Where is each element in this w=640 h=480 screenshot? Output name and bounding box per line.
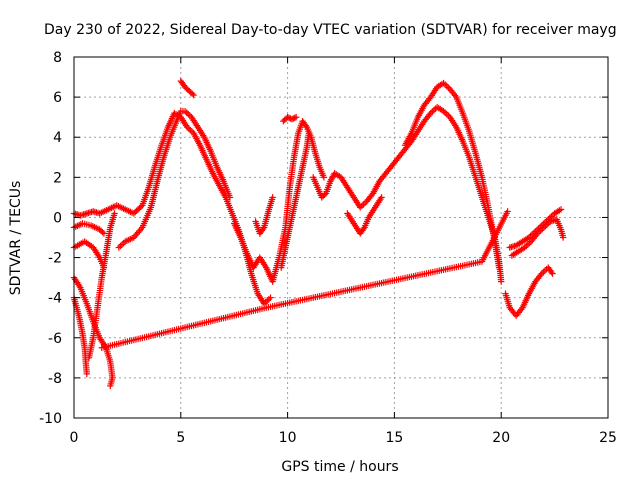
x-tick-label: 15 (385, 430, 403, 446)
data-point (429, 108, 436, 115)
data-point (185, 110, 192, 118)
data-point (269, 194, 276, 201)
x-tick-label: 25 (599, 430, 617, 446)
data-point (284, 113, 291, 121)
x-tick-label: 5 (176, 430, 185, 446)
data-point (305, 130, 313, 137)
data-point (137, 203, 145, 210)
y-tick-label: -4 (48, 291, 62, 307)
y-tick-label: 4 (53, 130, 62, 146)
y-tick-label: -2 (48, 251, 62, 267)
x-tick-label: 10 (279, 430, 297, 446)
data-point (187, 127, 194, 134)
data-point (99, 228, 106, 236)
data-point (259, 225, 267, 233)
grid (74, 57, 608, 418)
y-tick-label: -6 (48, 331, 62, 347)
data-point (443, 110, 450, 118)
y-tick-label: 2 (53, 170, 62, 186)
x-tick-label: 0 (70, 430, 79, 446)
data-point (183, 109, 190, 116)
x-tick-label: 20 (492, 430, 510, 446)
data-point (117, 242, 124, 250)
data-point (83, 370, 91, 378)
data-point (557, 206, 565, 213)
data-point (265, 295, 273, 303)
data-point (115, 244, 123, 251)
data-point (98, 344, 105, 352)
data-point (285, 114, 293, 122)
y-tick-label: 6 (53, 90, 62, 106)
data-point (320, 174, 328, 181)
data-point (291, 114, 298, 122)
y-axis-label: SDTVAR / TECUs (8, 181, 24, 296)
data-point (445, 84, 452, 91)
data-point (548, 268, 555, 276)
data-point (290, 115, 297, 122)
data-point (118, 241, 126, 248)
data-point (264, 297, 271, 304)
data-point (188, 90, 196, 97)
data-point (100, 230, 108, 237)
data-point (441, 81, 449, 88)
y-tick-label: 0 (53, 210, 62, 226)
data-point (321, 191, 328, 198)
x-axis-label: GPS time / hours (281, 459, 398, 475)
data-point (559, 234, 567, 241)
data-point (107, 382, 114, 390)
data-point (288, 115, 296, 123)
y-tick-label: -10 (39, 411, 62, 427)
data-point (360, 201, 367, 208)
plot-frame (73, 56, 609, 419)
data-point (111, 210, 118, 217)
data-point (226, 194, 234, 201)
data-point (549, 270, 556, 277)
data-points (70, 77, 567, 390)
data-point (190, 91, 197, 99)
data-point (267, 294, 274, 301)
data-point (378, 194, 385, 201)
chart-title: Day 230 of 2022, Sidereal Day-to-day VTE… (44, 22, 617, 38)
axis-ticks (73, 56, 609, 419)
y-tick-label: -8 (48, 371, 62, 387)
data-point (498, 278, 505, 285)
data-point (495, 264, 503, 271)
data-point (360, 225, 367, 233)
y-tick-label: 8 (53, 50, 62, 66)
data-point (302, 122, 309, 129)
x-tick-labels: 0 5 10 15 20 25 (70, 430, 617, 446)
y-tick-labels: -10 -8 -6 -4 -2 0 2 4 6 8 (39, 50, 62, 427)
data-point (361, 199, 369, 207)
data-point (540, 268, 547, 276)
data-point (292, 113, 300, 121)
